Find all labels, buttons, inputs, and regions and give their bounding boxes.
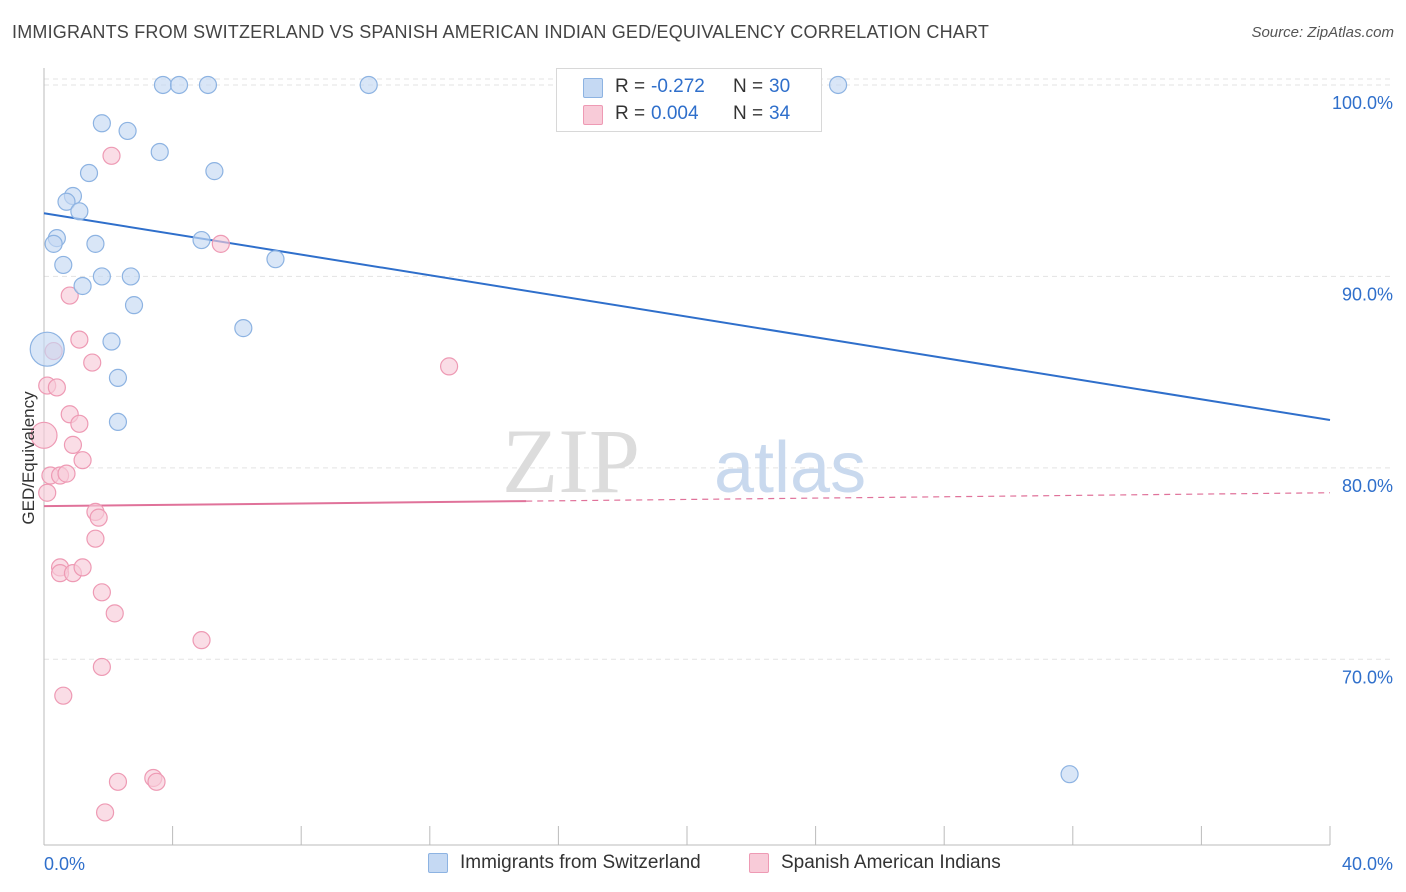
data-point-switzerland (92, 267, 111, 286)
data-point-switzerland (153, 75, 173, 95)
data-point-spanish-american-indians (83, 353, 102, 372)
data-point-spanish-american-indians (70, 414, 89, 433)
data-point-switzerland (192, 230, 211, 250)
n-value: 34 (769, 103, 791, 124)
data-point-switzerland (169, 75, 189, 95)
data-point-spanish-american-indians (73, 558, 92, 577)
data-point-spanish-american-indians (105, 604, 124, 623)
data-point-switzerland (102, 332, 121, 351)
data-point-spanish-american-indians (147, 772, 166, 791)
data-point-spanish-american-indians (57, 464, 76, 483)
n-label: N = (733, 76, 764, 97)
data-point-spanish-american-indians (54, 686, 73, 705)
legend-row-spanish-american-indians: R = 0.004 N = 34 (557, 100, 821, 126)
blue-swatch (428, 853, 448, 873)
r-value: 0.004 (651, 103, 699, 124)
trend-line-switzerland (43, 212, 1331, 421)
data-point-spanish-american-indians (38, 483, 57, 502)
trend-line-spanish-american-indians-dashed (526, 492, 1331, 502)
data-point-switzerland (205, 162, 224, 181)
n-label: N = (733, 103, 764, 124)
blue-swatch (583, 78, 603, 98)
data-point-spanish-american-indians (47, 378, 66, 397)
data-point-spanish-american-indians (63, 435, 83, 454)
data-point-spanish-american-indians (192, 631, 211, 650)
watermark-atlas: atlas (714, 428, 866, 508)
tick-labels: 70.0% 80.0% 90.0% 100.0% 0.0% 40.0% (44, 93, 1393, 874)
data-point-switzerland (92, 114, 111, 133)
n-value: 30 (769, 76, 791, 97)
data-point-switzerland (121, 267, 140, 286)
x-tick-label: 0.0% (44, 854, 85, 874)
data-point-switzerland (73, 276, 92, 296)
y-axis-label: GED/Equivalency (19, 391, 38, 525)
trend-lines (43, 212, 1331, 508)
data-point-switzerland (150, 142, 169, 162)
watermark: ZIP atlas (502, 410, 866, 512)
x-tick-label: 40.0% (1342, 854, 1393, 874)
pink-swatch (749, 853, 769, 873)
data-point-switzerland (124, 296, 144, 315)
r-label: R = (615, 103, 646, 124)
data-point-switzerland (359, 75, 378, 95)
data-point-switzerland (266, 250, 285, 269)
data-point-switzerland (29, 331, 65, 367)
legend-label: Immigrants from Switzerland (460, 852, 701, 873)
trend-line-spanish-american-indians (43, 500, 527, 508)
y-tick-label: 80.0% (1342, 476, 1393, 496)
pink-swatch (583, 105, 603, 125)
data-point-spanish-american-indians (108, 772, 128, 791)
gridlines (44, 78, 1394, 660)
data-point-switzerland (118, 121, 137, 141)
y-tick-label: 100.0% (1332, 93, 1393, 113)
data-point-spanish-american-indians (95, 803, 115, 822)
legend-row-switzerland: R = -0.272 N = 30 (557, 73, 821, 99)
data-point-switzerland (1060, 765, 1079, 784)
data-point-switzerland (44, 234, 63, 253)
data-point-spanish-american-indians (92, 583, 111, 602)
data-point-spanish-american-indians (92, 657, 111, 677)
data-point-spanish-american-indians (30, 421, 58, 449)
data-point-switzerland (108, 412, 128, 432)
y-tick-label: 90.0% (1342, 284, 1393, 304)
data-point-spanish-american-indians (70, 330, 89, 349)
data-point-switzerland (829, 75, 848, 95)
data-point-spanish-american-indians (439, 357, 459, 376)
data-point-switzerland (234, 319, 253, 338)
data-point-spanish-american-indians (102, 146, 121, 165)
data-point-switzerland (86, 234, 105, 253)
data-point-switzerland (54, 255, 73, 275)
data-point-switzerland (79, 163, 99, 183)
data-point-switzerland (57, 192, 76, 211)
data-point-switzerland (70, 202, 89, 221)
y-tick-label: 70.0% (1342, 667, 1393, 687)
data-point-spanish-american-indians (60, 286, 79, 305)
data-point-spanish-american-indians (86, 529, 105, 548)
legend-label: Spanish American Indians (781, 852, 1001, 873)
data-point-switzerland (198, 75, 218, 95)
r-label: R = (615, 76, 646, 97)
data-point-spanish-american-indians (73, 451, 92, 470)
correlation-legend: R = -0.272 N = 30 R = 0.004 N = 34 (556, 68, 822, 132)
source-label: Source: ZipAtlas.com (1251, 24, 1394, 41)
data-point-switzerland (108, 368, 128, 387)
axes (43, 68, 1331, 846)
data-point-spanish-american-indians (211, 234, 230, 253)
r-value: -0.272 (651, 76, 705, 97)
watermark-zip: ZIP (502, 410, 640, 512)
chart-title: IMMIGRANTS FROM SWITZERLAND VS SPANISH A… (12, 22, 990, 42)
data-point-spanish-american-indians (89, 508, 108, 527)
